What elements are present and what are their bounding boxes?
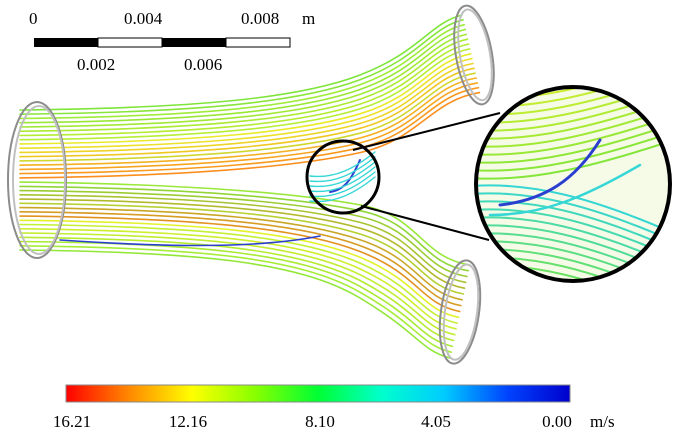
streamline [19,33,468,128]
streamline [19,82,479,171]
scale-seg-3 [162,38,226,47]
scale-unit: m [302,9,316,28]
zoom-background [476,87,670,281]
streamline [19,202,465,295]
streamline [19,38,469,132]
streamline-junction [309,151,376,178]
streamline [19,232,456,336]
scale-seg-1 [34,38,98,47]
streamline [19,223,459,324]
streamline [19,14,463,111]
streamline [19,245,453,353]
outlet-top-ring-inner [457,8,493,102]
scale-label-0: 0 [29,9,38,28]
scale-label-0008: 0.008 [241,9,280,28]
scale-seg-2 [97,37,163,48]
zoom-streamline [476,137,670,180]
zoom-streamline [476,280,670,281]
streamline [19,23,465,120]
colorbar-tick-810: 8.10 [305,412,335,431]
outlet-bottom-ring-inner [442,263,480,361]
colorbar-tick-1216: 12.16 [168,412,208,431]
streamline [19,181,471,266]
streamline [19,19,464,115]
zoom-streamline [476,200,670,253]
colorbar-unit: m/s [590,412,615,431]
zoom-streamline-slow [498,138,602,207]
streamline [19,43,470,137]
scale-bar [34,37,291,48]
streamline-junction [309,176,376,203]
streamline [19,219,460,319]
streamline [19,211,462,307]
streamline [19,57,473,149]
inlet-ring-inner [12,105,66,255]
streamline [19,236,455,342]
zoom-detail-streamlines [470,87,680,340]
streamline [19,72,476,162]
zoom-streamline [470,289,680,340]
streamline-junction [309,166,376,193]
streamline [19,53,472,145]
streamline [19,215,461,313]
streamline [19,228,457,330]
streamline [19,249,451,359]
scale-label-0002: 0.002 [77,55,116,74]
streamline-slow [59,235,321,247]
boundary-rings [7,4,495,365]
zoom-streamline-junction [488,163,642,217]
streamline [19,28,467,124]
streamline-junction [309,156,376,183]
scale-label-0004: 0.004 [124,9,163,28]
streamline [19,86,480,175]
colorbar-tick-1621: 16.21 [52,412,92,431]
scale-label-0006: 0.006 [184,55,223,74]
zoom-connector-upper [352,112,501,151]
scale-seg-4 [225,37,291,48]
zoom-streamline [476,87,670,92]
zoom-streamline [476,121,670,164]
streamline [19,67,475,158]
streamline-junction [309,171,376,198]
zoom-detail-circle [474,85,672,283]
outlet-top-ring [453,4,495,106]
streamline [19,185,469,272]
colorbar-tick-000: 0.00 [542,412,572,431]
zoom-source-circle [305,139,381,215]
colorbar-gradient [65,384,571,403]
streamline [19,62,474,154]
streamline [19,206,463,301]
streamline [19,194,467,284]
outlet-bottom-ring [438,259,482,365]
streamline-junction [309,161,376,188]
zoom-connector-lower [360,205,490,241]
zoom-streamline [476,184,670,237]
colorbar-tick-405: 4.05 [421,412,451,431]
zoom-streamline [476,129,670,172]
streamline [19,48,471,141]
colorbar [65,384,571,403]
streamline [19,91,481,179]
streamline [19,198,466,289]
